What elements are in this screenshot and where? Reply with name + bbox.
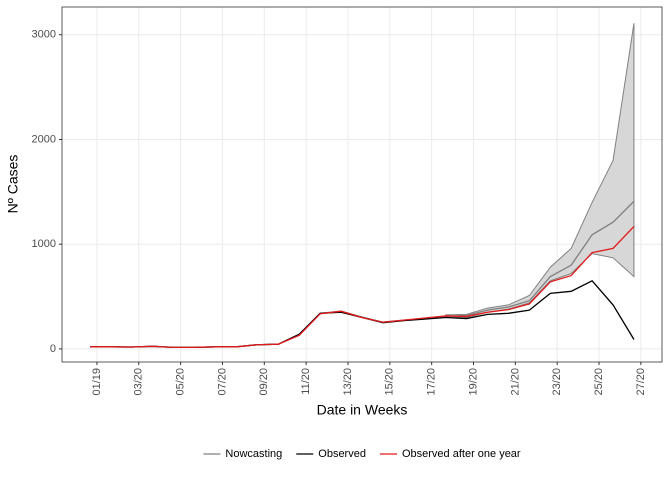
x-tick-label: 15/20: [384, 368, 396, 396]
y-tick-label: 1000: [32, 238, 56, 250]
y-axis-title: Nº Cases: [5, 155, 21, 214]
x-tick-label: 13/20: [342, 368, 354, 396]
panel-border: [61, 6, 663, 363]
legend: Nowcasting Observed Observed after one yea…: [203, 448, 521, 460]
x-tick-label: 11/20: [300, 368, 312, 395]
y-tick-label: 2000: [32, 133, 56, 145]
x-tick-label: 09/20: [258, 368, 270, 396]
x-tick-label: 03/20: [133, 368, 145, 396]
x-tick-label: 27/20: [635, 368, 647, 396]
legend-label: Observed after one year: [402, 448, 521, 460]
legend-label: Nowcasting: [225, 448, 282, 460]
x-tick-label: 01/19: [91, 368, 103, 396]
plot-panel: [62, 7, 662, 362]
y-tick-label: 3000: [32, 29, 56, 41]
x-tick-label: 05/20: [175, 368, 187, 396]
x-tick-label: 25/20: [593, 368, 605, 396]
x-tick-label: 21/20: [509, 368, 521, 396]
series-line: [90, 225, 635, 348]
y-tick-label: 0: [50, 343, 56, 355]
x-tick-label: 23/20: [551, 368, 563, 396]
x-tick-label: 07/20: [216, 368, 228, 396]
x-tick-label: 19/20: [467, 368, 479, 396]
x-tick-label: 17/20: [426, 368, 438, 396]
legend-label: Observed: [318, 448, 366, 460]
x-axis-title: Date in Weeks: [317, 402, 408, 418]
